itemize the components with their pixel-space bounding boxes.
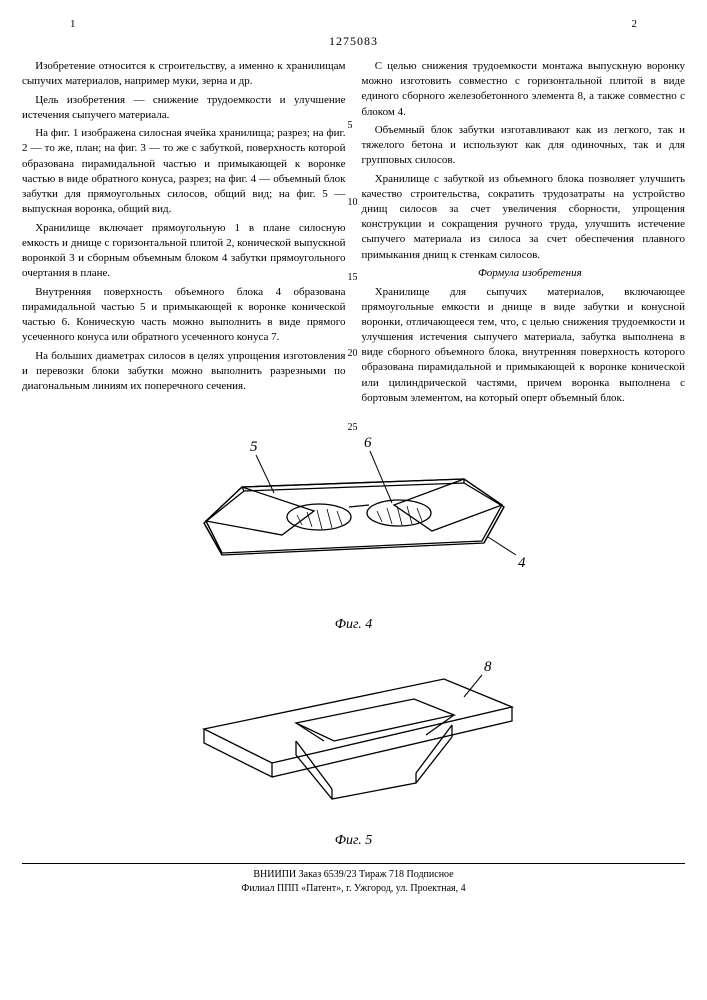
figure-4-caption: Фиг. 4 <box>164 617 544 633</box>
line-number: 20 <box>348 347 358 361</box>
header-page-left: 1 <box>70 18 76 30</box>
para: С целью снижения трудоемкости монтажа вы… <box>362 59 686 120</box>
column-right: 5 10 15 20 25 С целью снижения трудоемко… <box>362 59 686 409</box>
para: Хранилище включает прямоугольную 1 в пла… <box>22 221 346 282</box>
footer: ВНИИПИ Заказ 6539/23 Тираж 718 Подписное… <box>22 868 685 895</box>
footer-line-2: Филиал ППП «Патент», г. Ужгород, ул. Про… <box>22 882 685 896</box>
figure-5-svg: 8 <box>164 641 544 831</box>
fig4-label-5: 5 <box>250 439 258 455</box>
line-number: 10 <box>348 196 358 210</box>
line-number: 15 <box>348 271 358 285</box>
footer-line-1: ВНИИПИ Заказ 6539/23 Тираж 718 Подписное <box>22 868 685 882</box>
para-claim: Хранилище для сыпучих материалов, включа… <box>362 285 686 406</box>
para: На больших диаметрах силосов в целях упр… <box>22 349 346 395</box>
para: Цель изобретения — снижение трудоемкости… <box>22 93 346 123</box>
figure-5: 8 Фиг. 5 <box>164 641 544 849</box>
line-number: 5 <box>348 119 353 133</box>
para: Объемный блок забутки изготавливают как … <box>362 123 686 169</box>
para: Хранилище с забуткой из объемного блока … <box>362 172 686 263</box>
header-row: 1 2 <box>22 18 685 30</box>
figure-4: 5 6 4 Фиг. 4 <box>164 415 544 633</box>
page: 1 2 1275083 Изобретение относится к стро… <box>0 0 707 907</box>
para: Внутренняя поверхность объемного блока 4… <box>22 285 346 346</box>
footer-rule <box>22 863 685 864</box>
para: На фиг. 1 изображена силосная ячейка хра… <box>22 126 346 217</box>
columns: Изобретение относится к строительству, а… <box>22 59 685 409</box>
fig4-label-4: 4 <box>518 555 526 571</box>
column-left: Изобретение относится к строительству, а… <box>22 59 346 409</box>
header-page-right: 2 <box>632 18 638 30</box>
figures-area: 5 6 4 Фиг. 4 <box>22 415 685 849</box>
figure-4-svg: 5 6 4 <box>164 415 544 615</box>
figure-5-caption: Фиг. 5 <box>164 833 544 849</box>
claims-heading: Формула изобретения <box>362 266 686 281</box>
document-number: 1275083 <box>22 34 685 49</box>
fig4-label-6: 6 <box>364 435 372 451</box>
fig5-label-8: 8 <box>484 659 492 675</box>
para: Изобретение относится к строительству, а… <box>22 59 346 89</box>
